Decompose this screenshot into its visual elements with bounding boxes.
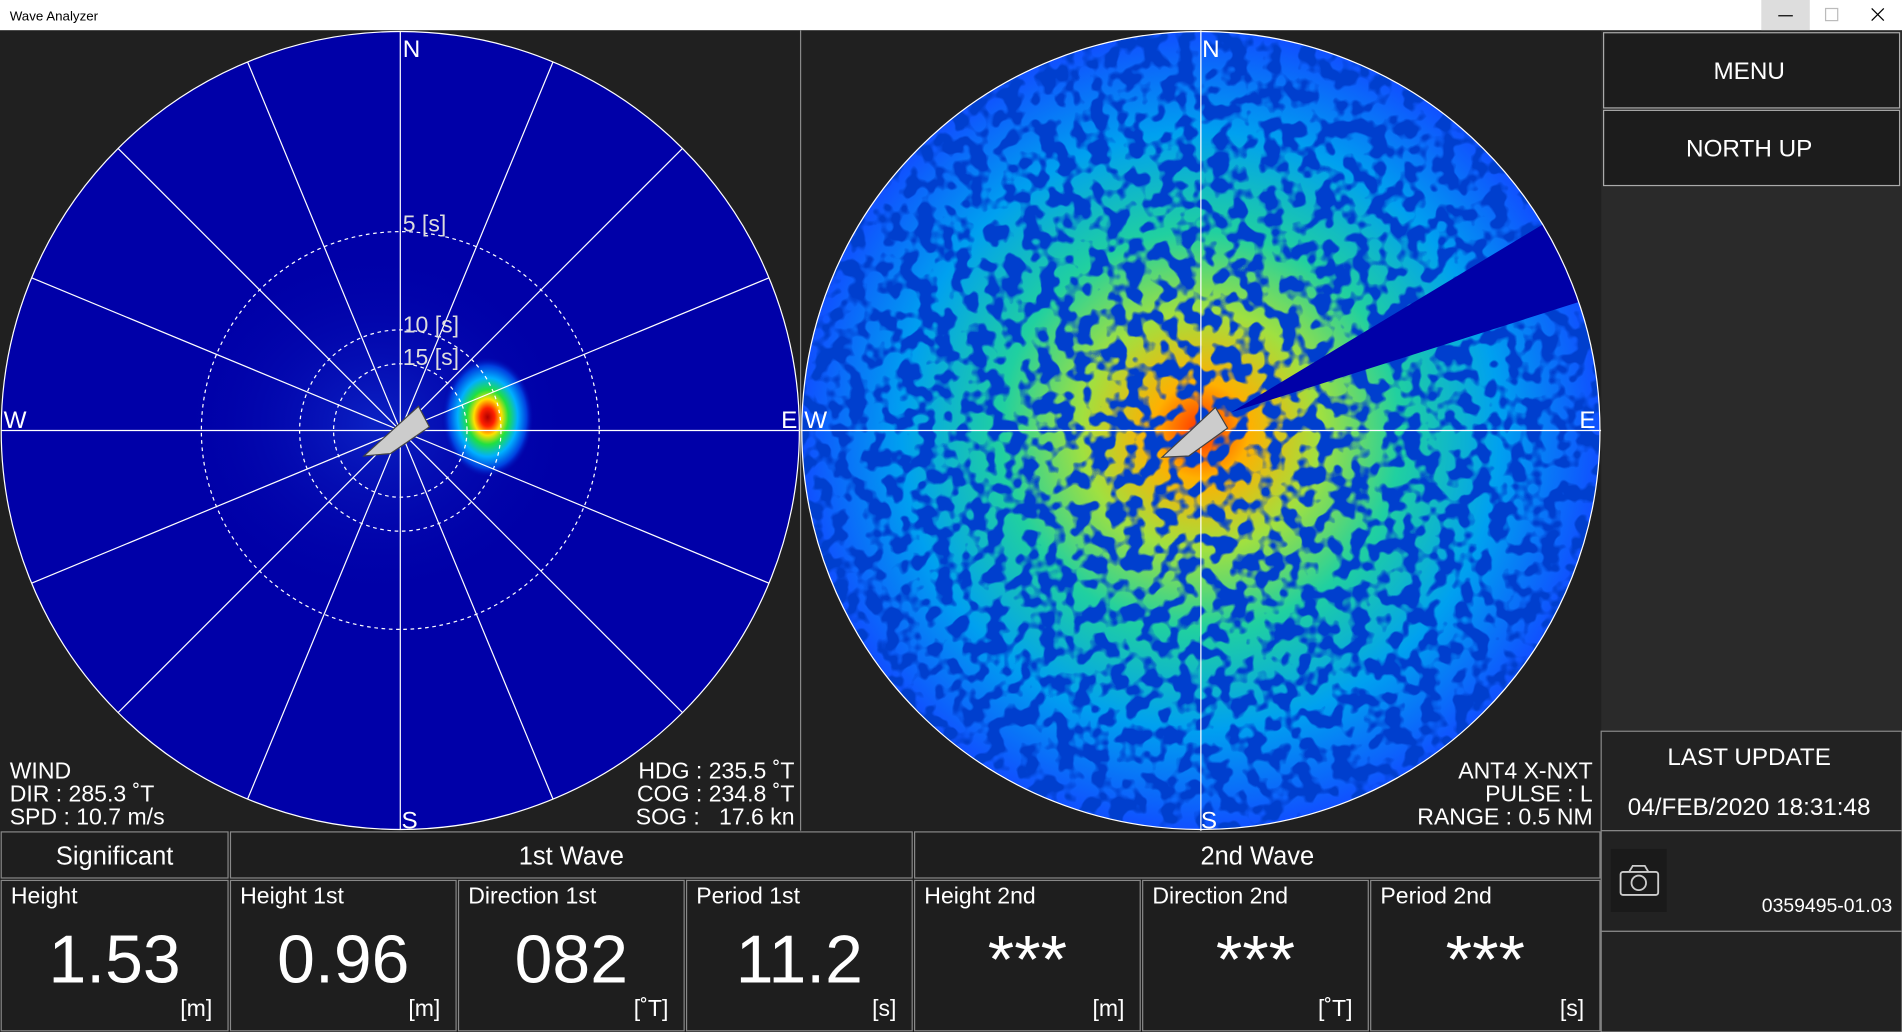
last-update-box bbox=[1600, 730, 1902, 832]
antenna: ANT4 X-NXT bbox=[1458, 758, 1592, 784]
compass-e: E bbox=[781, 407, 797, 434]
cell bbox=[229, 879, 457, 1032]
period-rings bbox=[200, 231, 600, 630]
cell-value: *** bbox=[1216, 922, 1295, 997]
compass-s: S bbox=[1201, 807, 1217, 834]
group-header bbox=[914, 831, 1601, 879]
compass-w: W bbox=[804, 407, 827, 434]
compass-w: W bbox=[4, 407, 27, 434]
ring-label: 10 [s] bbox=[403, 311, 459, 337]
cell-value: *** bbox=[1446, 922, 1525, 997]
cell-value: 082 bbox=[515, 922, 628, 997]
title-bar bbox=[0, 0, 1902, 31]
cell-unit: [s] bbox=[1560, 995, 1584, 1021]
camera-icon bbox=[1619, 864, 1660, 896]
close-button[interactable] bbox=[1871, 8, 1885, 22]
cell bbox=[685, 879, 913, 1032]
cell-unit: [s] bbox=[872, 995, 896, 1021]
group-title: Significant bbox=[56, 843, 173, 871]
group-header bbox=[229, 831, 913, 879]
cell-unit: [m] bbox=[408, 995, 440, 1021]
group-title: 1st Wave bbox=[519, 843, 624, 871]
cell bbox=[914, 879, 1141, 1032]
heading: HDG : 235.5 ˚T bbox=[638, 758, 794, 784]
window-title: Wave Analyzer bbox=[10, 9, 99, 24]
cell-label: Direction 1st bbox=[468, 882, 597, 908]
cell bbox=[1142, 879, 1369, 1032]
compass-n: N bbox=[403, 36, 421, 63]
orientation-label: NORTH UP bbox=[1686, 135, 1812, 162]
course: COG : 234.8 ˚T bbox=[637, 781, 794, 807]
group-header bbox=[0, 831, 229, 879]
cell-label: Period 1st bbox=[696, 882, 800, 908]
range: RANGE : 0.5 NM bbox=[1417, 804, 1592, 830]
ring-label: 5 [s] bbox=[403, 211, 447, 237]
cell-label: Height bbox=[11, 882, 78, 908]
compass-e: E bbox=[1579, 407, 1595, 434]
empty-box bbox=[1600, 930, 1902, 1032]
pulse: PULSE : L bbox=[1485, 781, 1593, 807]
cell-label: Period 2nd bbox=[1380, 882, 1491, 908]
cell bbox=[0, 879, 229, 1032]
cell bbox=[1370, 879, 1601, 1032]
spectrum-haze bbox=[169, 242, 583, 607]
version: 0359495-01.03 bbox=[1762, 895, 1893, 917]
cell-unit: [˚T] bbox=[1318, 995, 1353, 1021]
maximize-button[interactable] bbox=[1824, 7, 1839, 22]
ring-label: 15 [s] bbox=[403, 344, 459, 370]
speed: SOG : 17.6 kn bbox=[636, 804, 795, 830]
blind-sector bbox=[1231, 181, 1600, 413]
cell-value: 11.2 bbox=[736, 922, 863, 997]
compass-s: S bbox=[402, 807, 418, 834]
wave-table: Significant 1st Wave 2nd WaveHeight1.53[m]… bbox=[0, 831, 1601, 1032]
last-update-time: 04/FEB/2020 18:31:48 bbox=[1628, 794, 1871, 821]
ring-10s bbox=[299, 329, 502, 532]
cell-label: Height 1st bbox=[240, 882, 344, 908]
cell-label: Height 2nd bbox=[924, 882, 1035, 908]
menu-button[interactable] bbox=[1602, 32, 1901, 109]
ring-5s bbox=[200, 231, 600, 630]
last-update-label: LAST UPDATE bbox=[1667, 744, 1831, 771]
ship-icon bbox=[362, 405, 431, 457]
wind-speed: SPD : 10.7 m/s bbox=[10, 804, 165, 830]
menu-label: MENU bbox=[1713, 58, 1784, 85]
cell-value: 1.53 bbox=[49, 922, 181, 997]
cell-value: *** bbox=[988, 922, 1067, 997]
ring-15s bbox=[332, 363, 468, 498]
cell bbox=[457, 879, 685, 1032]
group-title: 2nd Wave bbox=[1200, 843, 1314, 871]
compass-n: N bbox=[1202, 36, 1220, 63]
cell-unit: [m] bbox=[180, 995, 212, 1021]
cell-label: Direction 2nd bbox=[1152, 882, 1288, 908]
cell-unit: [˚T] bbox=[634, 995, 669, 1021]
cell-value: 0.96 bbox=[277, 922, 409, 997]
orientation-button[interactable] bbox=[1602, 109, 1901, 187]
wind-title: WIND bbox=[10, 758, 71, 784]
ship-icon bbox=[1160, 406, 1229, 458]
wind-direction: DIR : 285.3 ˚T bbox=[10, 781, 155, 807]
cell-unit: [m] bbox=[1092, 995, 1124, 1021]
